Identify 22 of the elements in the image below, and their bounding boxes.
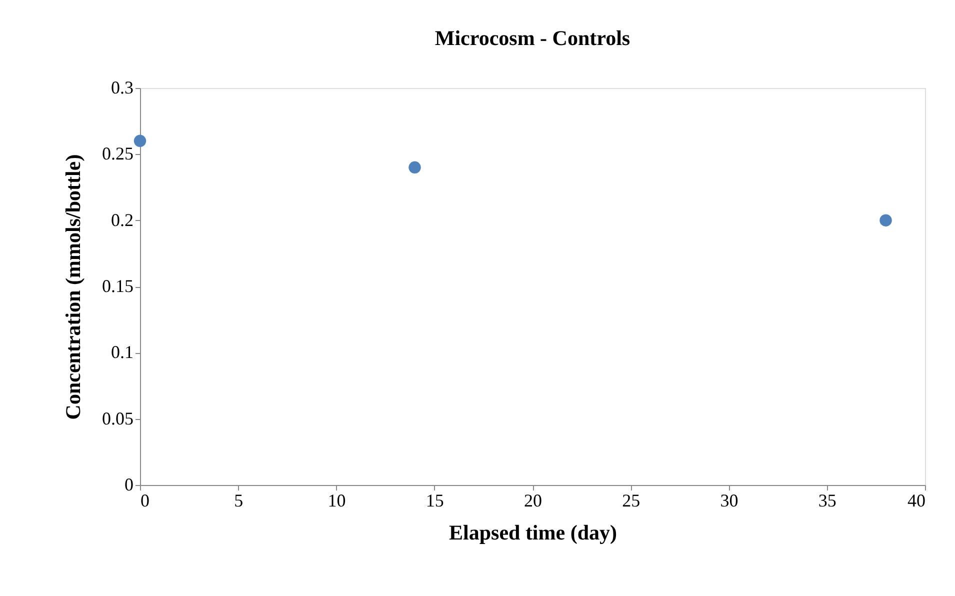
x-tick-label: 40 xyxy=(908,490,926,510)
y-axis-title: Concentration (mmols/bottle) xyxy=(61,154,85,420)
y-tick-label: 0.25 xyxy=(102,144,134,164)
point xyxy=(408,161,421,174)
y-tick-label: 0.2 xyxy=(111,210,134,230)
chart-title: Microcosm - Controls xyxy=(434,26,630,50)
x-tick-label: 30 xyxy=(720,490,738,510)
x-tick-label: 5 xyxy=(234,490,244,510)
x-tick-label: 0 xyxy=(140,490,150,510)
y-tick-label: 0.15 xyxy=(102,276,134,296)
x-tick-label: 20 xyxy=(524,490,542,510)
y-tick-label: 0.05 xyxy=(102,408,134,428)
point xyxy=(134,134,146,148)
x-tick-label: 15 xyxy=(426,490,444,510)
y-tick-label: 0 xyxy=(124,474,134,494)
x-axis-title: Elapsed time (day) xyxy=(449,520,618,544)
y-tick-label: 0.1 xyxy=(111,342,134,362)
x-tick-label: 25 xyxy=(622,490,640,510)
point xyxy=(880,214,892,226)
x-tick-label: 35 xyxy=(818,490,836,510)
y-tick-label: 0.3 xyxy=(111,78,134,98)
x-tick-label: 10 xyxy=(328,490,346,510)
